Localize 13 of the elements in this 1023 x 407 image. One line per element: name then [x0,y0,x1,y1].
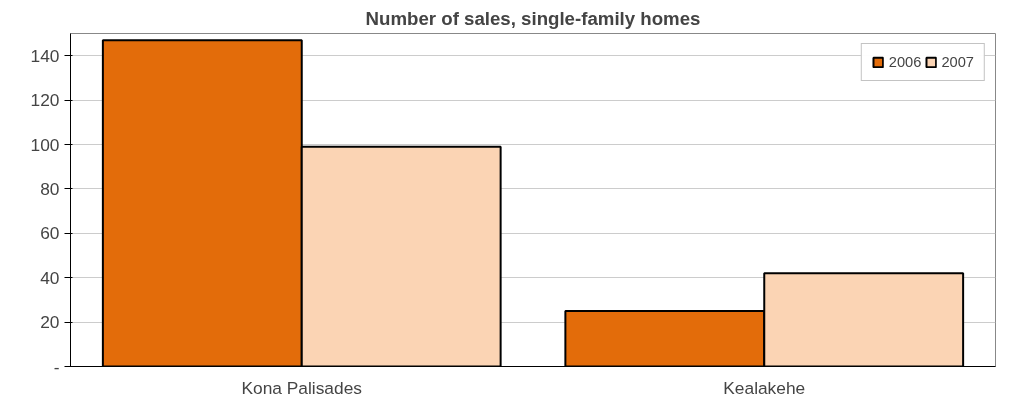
y-tick-label: 140 [30,45,60,66]
legend-label: 2007 [941,54,974,70]
y-tick-label: 20 [40,312,60,333]
y-tick-label: 120 [30,90,60,111]
y-tick-label: 80 [40,178,60,199]
y-tick-label: 60 [40,223,60,244]
chart-title: Number of sales, single-family homes [365,7,701,29]
y-tick-label: 40 [40,267,60,288]
legend-label: 2006 [888,54,922,70]
y-tick-label: 100 [30,134,60,155]
y-tick-label: - [53,356,60,377]
x-tick-label: Kealakehe [723,377,806,398]
x-tick-label: Kona Palisades [241,377,363,398]
